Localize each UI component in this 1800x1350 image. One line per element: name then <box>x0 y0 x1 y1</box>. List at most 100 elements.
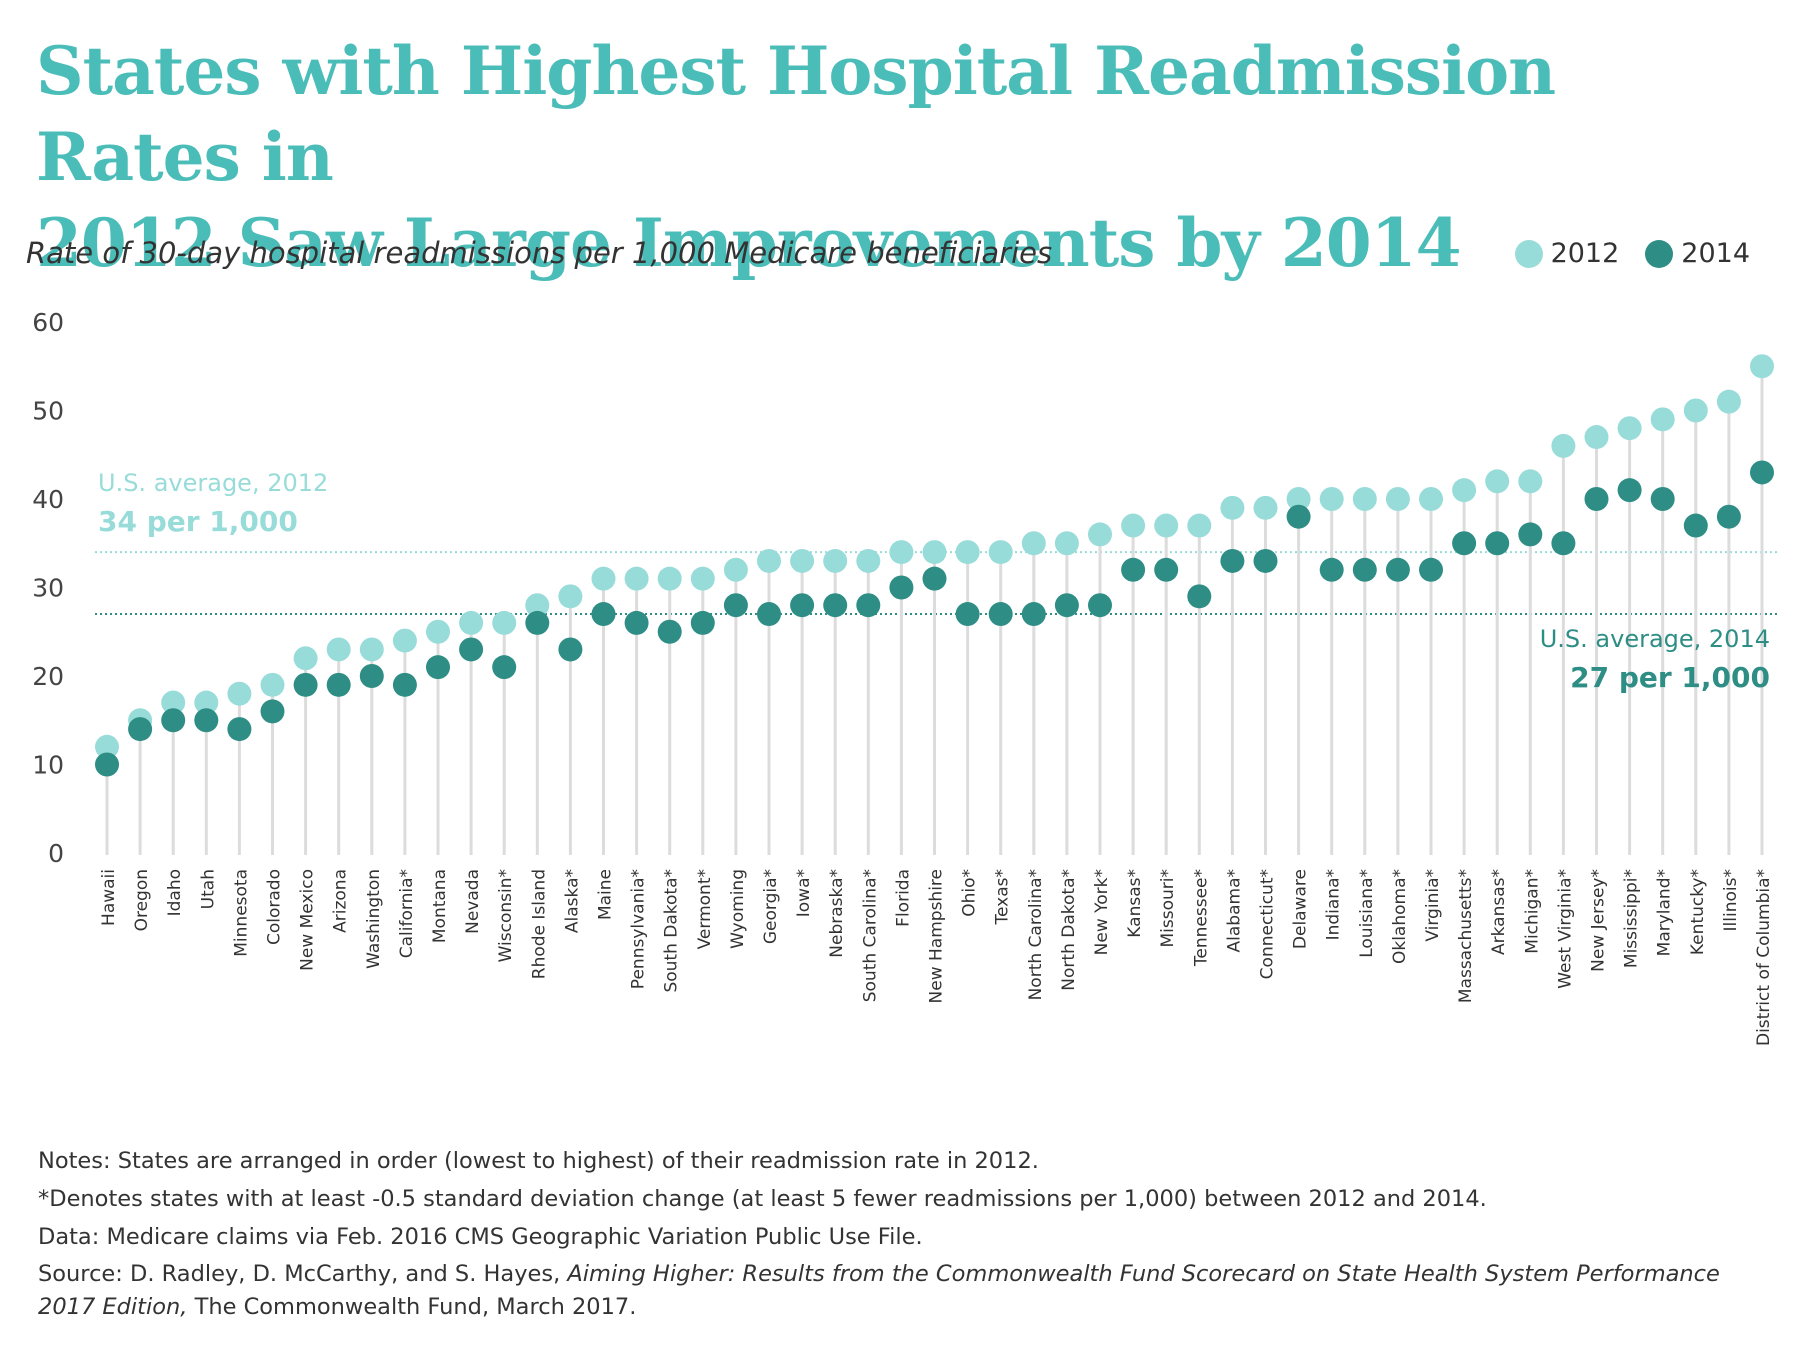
x-tick-label: Alaska* <box>562 869 582 933</box>
chart-subtitle: Rate of 30-day hospital readmissions per… <box>26 236 1053 270</box>
dot-chart: 0 10 20 30 40 50 60 Hawaii Oregon Idaho Utah Minne… <box>32 308 1778 1046</box>
y-tick-label: 40 <box>32 485 64 514</box>
dot-2014 <box>922 566 947 591</box>
dot-2012 <box>194 690 219 715</box>
x-tick-label: Indiana* <box>1324 869 1344 940</box>
dot-2014 <box>128 717 153 742</box>
dot-2012 <box>1518 469 1543 494</box>
footnotes: Notes: States are arranged in order (low… <box>38 1142 1758 1324</box>
dot-2012 <box>392 628 417 653</box>
dot-2014 <box>856 593 881 618</box>
x-tick-label: West Virginia* <box>1555 869 1575 989</box>
dot-2014 <box>1551 531 1576 556</box>
dot-2012 <box>1485 469 1510 494</box>
dot-2014 <box>194 708 219 733</box>
dot-2012 <box>1452 478 1477 503</box>
x-tick-label: North Carolina* <box>1026 869 1046 1000</box>
x-tick-label: Vermont* <box>695 869 715 949</box>
dot-2012 <box>1220 495 1245 520</box>
legend-label-2012: 2012 <box>1550 238 1620 269</box>
dot-2012 <box>1021 531 1046 556</box>
avg-2014-value: 27 per 1,000 <box>1570 661 1770 694</box>
x-tick-label: Mississippi* <box>1622 869 1642 968</box>
x-tick-label: New Mexico <box>298 869 318 971</box>
dot-2014 <box>1385 557 1410 582</box>
x-tick-label: Georgia* <box>761 869 781 944</box>
x-tick-label: Delaware <box>1291 869 1311 949</box>
dot-2012 <box>1088 522 1112 547</box>
x-tick-label: Hawaii <box>99 869 119 926</box>
x-tick-label: New Jersey* <box>1589 869 1609 972</box>
chart-title: States with Highest Hospital Readmission… <box>36 28 1736 286</box>
dot-2014 <box>426 655 450 680</box>
dot-2014 <box>955 602 980 627</box>
x-tick-label: Maryland* <box>1655 869 1675 956</box>
x-tick-label: Colorado <box>265 869 285 945</box>
dot-2012 <box>856 548 881 573</box>
chart-title-line-1: States with Highest Hospital Readmission… <box>36 32 1556 196</box>
x-tick-label: Tennessee* <box>1191 869 1211 967</box>
x-tick-label: Florida <box>893 869 913 927</box>
dot-2014 <box>1054 593 1079 618</box>
dot-2012 <box>326 637 351 662</box>
x-tick-label: Michigan* <box>1522 869 1542 954</box>
y-tick-label: 20 <box>32 662 64 691</box>
dot-2014 <box>558 637 583 662</box>
x-tick-label: Wyoming <box>728 869 748 949</box>
dot-2014 <box>657 619 682 644</box>
dot-2012 <box>1286 487 1311 511</box>
x-tick-label: District of Columbia* <box>1754 869 1774 1046</box>
dot-2012 <box>426 619 450 644</box>
dot-2014 <box>1750 460 1774 485</box>
dot-2014 <box>392 672 417 697</box>
y-tick-label: 0 <box>48 839 64 868</box>
y-tick-label: 60 <box>32 308 64 337</box>
dot-2012 <box>1154 513 1179 538</box>
dot-2014 <box>1154 557 1179 582</box>
dot-2014 <box>1253 548 1278 573</box>
dot-2014 <box>1683 513 1708 538</box>
y-tick-label: 50 <box>32 397 64 426</box>
dot-2012 <box>95 734 119 759</box>
dot-2014 <box>1088 593 1112 618</box>
legend: 2012 2014 <box>1514 238 1750 269</box>
x-tick-label: Oklahoma* <box>1390 869 1410 964</box>
dot-2014 <box>293 672 318 697</box>
dot-2014 <box>1187 584 1212 609</box>
legend-item-2014: 2014 <box>1645 238 1750 269</box>
avg-2012-value: 34 per 1,000 <box>98 505 298 538</box>
x-tick-label: Missouri* <box>1158 869 1178 948</box>
x-tick-label: Pennsylvania* <box>629 869 649 989</box>
x-tick-label: Connecticut* <box>1258 869 1278 979</box>
dot-2014 <box>757 602 781 627</box>
x-tick-label: Massachusetts* <box>1456 869 1476 1003</box>
dot-2012 <box>260 672 285 697</box>
note-order: Notes: States are arranged in order (low… <box>38 1148 1039 1174</box>
dot-2014 <box>1584 487 1609 511</box>
dot-2014 <box>161 708 186 733</box>
dot-2014 <box>95 752 119 777</box>
x-tick-label: South Carolina* <box>860 869 880 1002</box>
dot-2012 <box>922 540 947 565</box>
y-tick-label: 10 <box>32 751 64 780</box>
dot-2012 <box>1683 398 1708 423</box>
source-prefix: Source: D. Radley, D. McCarthy, and S. H… <box>38 1261 568 1287</box>
legend-swatch-2012 <box>1514 239 1543 268</box>
dot-2012 <box>459 610 484 635</box>
x-tick-label: Maine <box>596 869 616 920</box>
dot-2014 <box>1352 557 1377 582</box>
x-tick-label: South Dakota* <box>662 869 682 993</box>
dot-2014 <box>690 610 715 635</box>
note-source: Source: D. Radley, D. McCarthy, and S. H… <box>38 1258 1758 1324</box>
x-tick-label: Virginia* <box>1423 869 1443 942</box>
dot-2014 <box>1518 522 1543 547</box>
dot-2014 <box>1485 531 1510 556</box>
y-tick-label: 30 <box>32 574 64 603</box>
dot-2012 <box>955 540 980 565</box>
legend-item-2012: 2012 <box>1514 238 1620 269</box>
dot-2014 <box>1617 478 1642 503</box>
dot-2012 <box>889 540 914 565</box>
dot-2012 <box>657 566 682 591</box>
dot-2012 <box>293 646 318 671</box>
dot-2012 <box>690 566 715 591</box>
